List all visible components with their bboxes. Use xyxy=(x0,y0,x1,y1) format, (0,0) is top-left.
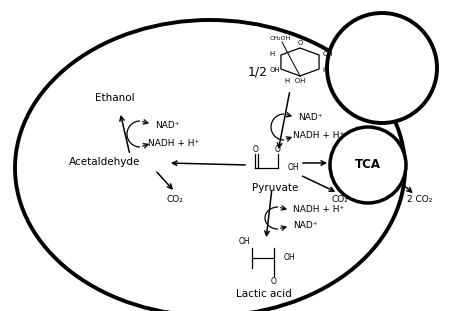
Text: OH: OH xyxy=(323,51,333,57)
Ellipse shape xyxy=(15,20,405,311)
Text: O: O xyxy=(275,146,281,155)
Text: Pyruvate: Pyruvate xyxy=(252,183,298,193)
Text: OH: OH xyxy=(284,253,296,262)
Text: NAD⁺: NAD⁺ xyxy=(298,114,322,123)
Text: H: H xyxy=(322,67,328,73)
Text: CH₂OH: CH₂OH xyxy=(269,35,291,40)
Text: CO₂: CO₂ xyxy=(331,196,348,205)
Text: Acetaldehyde: Acetaldehyde xyxy=(69,157,141,167)
Text: Ethanol: Ethanol xyxy=(95,93,135,103)
Text: H  OH: H OH xyxy=(285,78,305,84)
Text: 2 CO₂: 2 CO₂ xyxy=(407,196,433,205)
Text: TCA: TCA xyxy=(355,159,381,171)
Text: H: H xyxy=(269,51,274,57)
Text: OH: OH xyxy=(270,67,280,73)
Text: NAD⁺: NAD⁺ xyxy=(293,221,318,230)
Circle shape xyxy=(330,127,406,203)
Text: Lactic acid: Lactic acid xyxy=(236,289,292,299)
Text: CO₂: CO₂ xyxy=(166,196,183,205)
Circle shape xyxy=(327,13,437,123)
Text: 1/2: 1/2 xyxy=(248,66,268,78)
Text: NADH + H⁺: NADH + H⁺ xyxy=(293,206,344,215)
Text: O: O xyxy=(271,277,277,286)
Text: NADH + H⁺: NADH + H⁺ xyxy=(148,138,199,147)
Text: OH: OH xyxy=(238,238,250,247)
Text: O: O xyxy=(297,40,303,46)
Text: NADH + H⁺: NADH + H⁺ xyxy=(293,132,344,141)
Text: NAD⁺: NAD⁺ xyxy=(155,120,180,129)
Text: O: O xyxy=(253,146,259,155)
Text: OH: OH xyxy=(288,164,300,173)
